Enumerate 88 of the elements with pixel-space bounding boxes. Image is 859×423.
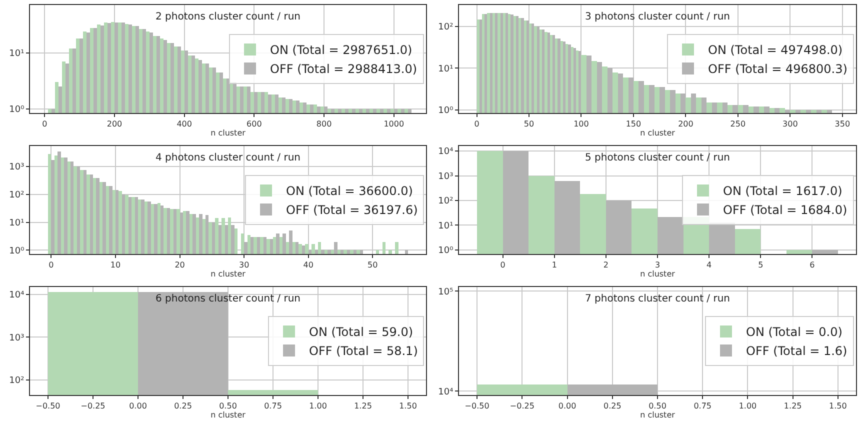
x-tick-label: 200	[106, 120, 122, 129]
y-tick-label: 10⁴	[438, 387, 454, 398]
x-axis-title: n cluster	[640, 270, 676, 279]
x-tick-label: 2	[603, 260, 608, 270]
y-tick-label: 10³	[9, 162, 25, 173]
x-axis-title: n cluster	[640, 128, 676, 138]
legend-label: ON (Total = 497498.0)	[708, 43, 843, 58]
x-axis-title: n cluster	[210, 128, 246, 138]
y-tick-label: 10³	[9, 333, 25, 344]
y-tick-label: 10⁰	[438, 106, 454, 116]
legend-label: OFF (Total = 58.1)	[309, 344, 418, 358]
x-tick-label: 0.25	[174, 402, 192, 411]
legend-label: ON (Total = 59.0)	[309, 325, 414, 340]
x-tick-label: 0.00	[129, 402, 147, 411]
x-tick-label: 30	[238, 260, 250, 270]
y-tick-label: 10¹	[9, 49, 25, 60]
text: 3 photons cluster count / run	[584, 12, 730, 23]
legend-label: ON (Total = 1617.0)	[723, 184, 842, 198]
x-tick-label: 1.50	[399, 402, 417, 411]
x-tick-label: 0	[500, 260, 506, 270]
x-tick-label: 0.25	[603, 402, 622, 411]
y-tick-label: 10⁴	[438, 147, 454, 158]
y-tick-label: 10²	[9, 190, 25, 201]
x-tick-label: −0.50	[464, 402, 490, 411]
x-tick-label: 6	[810, 260, 815, 270]
y-tick-label: 10⁰	[9, 104, 25, 115]
x-tick-label: 250	[730, 120, 746, 129]
x-tick-label: 10	[110, 260, 121, 270]
x-tick-label: 20	[174, 260, 185, 270]
x-tick-label: 3	[654, 260, 660, 270]
x-tick-label: 1.00	[738, 402, 757, 411]
text: 5 photons cluster count / run	[584, 152, 730, 164]
y-tick-label: 10²	[9, 376, 25, 386]
x-axis-title: n cluster	[640, 410, 676, 420]
y-tick-label: 10¹	[438, 64, 454, 74]
legend-label: OFF (Total = 496800.3)	[708, 62, 848, 76]
x-tick-label: 600	[246, 120, 262, 129]
x-tick-label: 40	[303, 260, 314, 270]
text: 4 photons cluster count / run	[155, 152, 301, 164]
y-tick-label: 10¹	[438, 221, 454, 232]
legend-label: OFF (Total = 1.6)	[746, 344, 848, 358]
y-tick-label: 10³	[438, 172, 454, 182]
x-tick-label: −0.25	[510, 402, 534, 411]
x-tick-label: 5	[758, 260, 764, 270]
x-tick-label: 0.75	[264, 402, 282, 411]
x-tick-label: 1	[552, 260, 557, 270]
x-axis-title: n cluster	[210, 410, 246, 420]
y-tick-label: 10¹	[9, 218, 25, 228]
x-tick-label: 0.50	[648, 402, 666, 411]
x-tick-label: 50	[524, 120, 534, 129]
x-tick-label: 1.00	[309, 402, 327, 411]
x-tick-label: 0.75	[694, 402, 712, 411]
x-tick-label: 1000	[384, 120, 404, 129]
x-tick-label: 1.50	[829, 402, 847, 411]
y-tick-label: 10²	[438, 196, 454, 207]
x-tick-label: 800	[316, 120, 332, 129]
x-tick-label: 0.50	[219, 402, 237, 411]
x-tick-label: 400	[176, 120, 192, 129]
x-tick-label: 4	[706, 260, 712, 270]
x-tick-label: 0	[48, 260, 54, 270]
x-tick-label: 150	[626, 120, 642, 129]
x-tick-label: 300	[782, 120, 798, 129]
legend-label: OFF (Total = 2988413.0)	[270, 62, 418, 76]
legend-label: ON (Total = 36600.0)	[286, 184, 413, 198]
text: 6 photons cluster count / run	[155, 294, 301, 305]
legend-label: ON (Total = 0.0)	[746, 325, 842, 340]
x-axis-title: n cluster	[210, 270, 246, 279]
legend-label: OFF (Total = 36197.6)	[286, 203, 418, 218]
y-tick-label: 10⁴	[9, 290, 25, 301]
y-tick-label: 10⁰	[9, 246, 25, 256]
x-tick-label: −0.25	[80, 402, 106, 411]
y-tick-label: 10²	[438, 22, 454, 33]
x-tick-label: 1.25	[784, 402, 802, 411]
x-tick-label: 350	[834, 120, 850, 129]
x-tick-label: −0.50	[36, 402, 60, 411]
x-tick-label: 50	[368, 260, 378, 270]
x-tick-label: 1.25	[354, 402, 372, 411]
y-tick-label: 10⁰	[438, 246, 454, 256]
x-tick-label: 200	[678, 120, 694, 129]
x-tick-label: 0	[42, 120, 48, 129]
x-tick-label: 100	[574, 120, 589, 129]
y-tick-label: 10⁵	[438, 287, 454, 298]
text: 2 photons cluster count / run	[155, 12, 301, 23]
x-tick-label: 0	[474, 120, 480, 129]
legend-label: ON (Total = 2987651.0)	[270, 43, 412, 58]
legend-label: OFF (Total = 1684.0)	[723, 203, 848, 218]
x-tick-label: 0.00	[558, 402, 576, 411]
text: 7 photons cluster count / run	[584, 294, 730, 305]
